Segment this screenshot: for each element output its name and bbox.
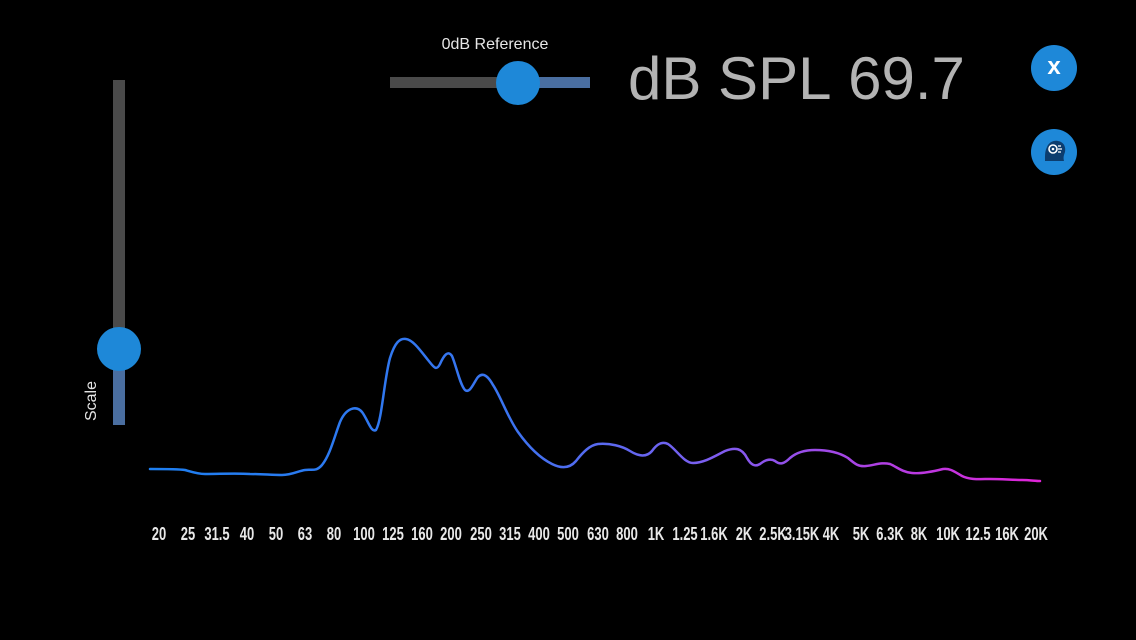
spl-readout: dB SPL 69.7 [628,44,965,114]
frequency-label: 40 [239,524,254,544]
reference-slider-label: 0dB Reference [441,36,549,53]
reference-slider-fill [518,77,590,88]
frequency-label: 25 [181,524,196,544]
frequency-label: 1K [647,524,665,544]
frequency-label: 400 [528,524,550,544]
scale-slider[interactable] [97,80,141,425]
spectrum-curve [148,337,1042,483]
spl-value: 69.7 [848,45,965,112]
close-icon: x [1047,52,1061,80]
frequency-label: 2.5K [759,524,787,544]
head-profile-button[interactable] [1031,129,1077,175]
frequency-label: 315 [498,524,521,544]
frequency-axis: 20 25 31.5 40 50 63 80 100 125 160 200 250 315 400 500… [0,524,1136,558]
frequency-label: 125 [382,524,404,544]
frequency-label: 500 [557,524,580,544]
frequency-label: 20K [1024,524,1048,544]
frequency-label: 20 [151,524,167,544]
reference-slider-thumb[interactable] [496,61,540,105]
frequency-label: 6.3K [876,524,904,544]
frequency-label: 800 [615,524,638,544]
head-profile-icon [1045,140,1066,161]
frequency-label: 10K [936,524,961,544]
frequency-label: 16K [994,524,1019,544]
frequency-label: 31.5 [204,524,231,544]
reference-slider[interactable] [390,61,590,105]
frequency-label: 100 [352,524,375,544]
frequency-label: 50 [268,524,284,544]
scale-slider-thumb[interactable] [97,327,141,372]
frequency-label: 2K [735,524,752,544]
frequency-label: 63 [297,524,313,544]
frequency-label: 630 [586,524,609,544]
spl-unit-label: dB SPL [628,45,832,112]
frequency-label: 8K [910,524,928,544]
frequency-label: 1.6K [700,524,729,544]
frequency-label: 250 [469,524,492,544]
frequency-label: 3.15K [784,524,820,544]
frequency-label: 160 [411,524,433,544]
frequency-label: 12.5 [964,524,991,544]
frequency-label: 80 [327,524,342,544]
frequency-label: 5K [852,524,869,544]
frequency-label: 200 [440,524,463,544]
close-button[interactable]: x [1031,45,1077,91]
frequency-label: 4K [823,524,840,544]
frequency-label: 1.25 [672,524,698,544]
